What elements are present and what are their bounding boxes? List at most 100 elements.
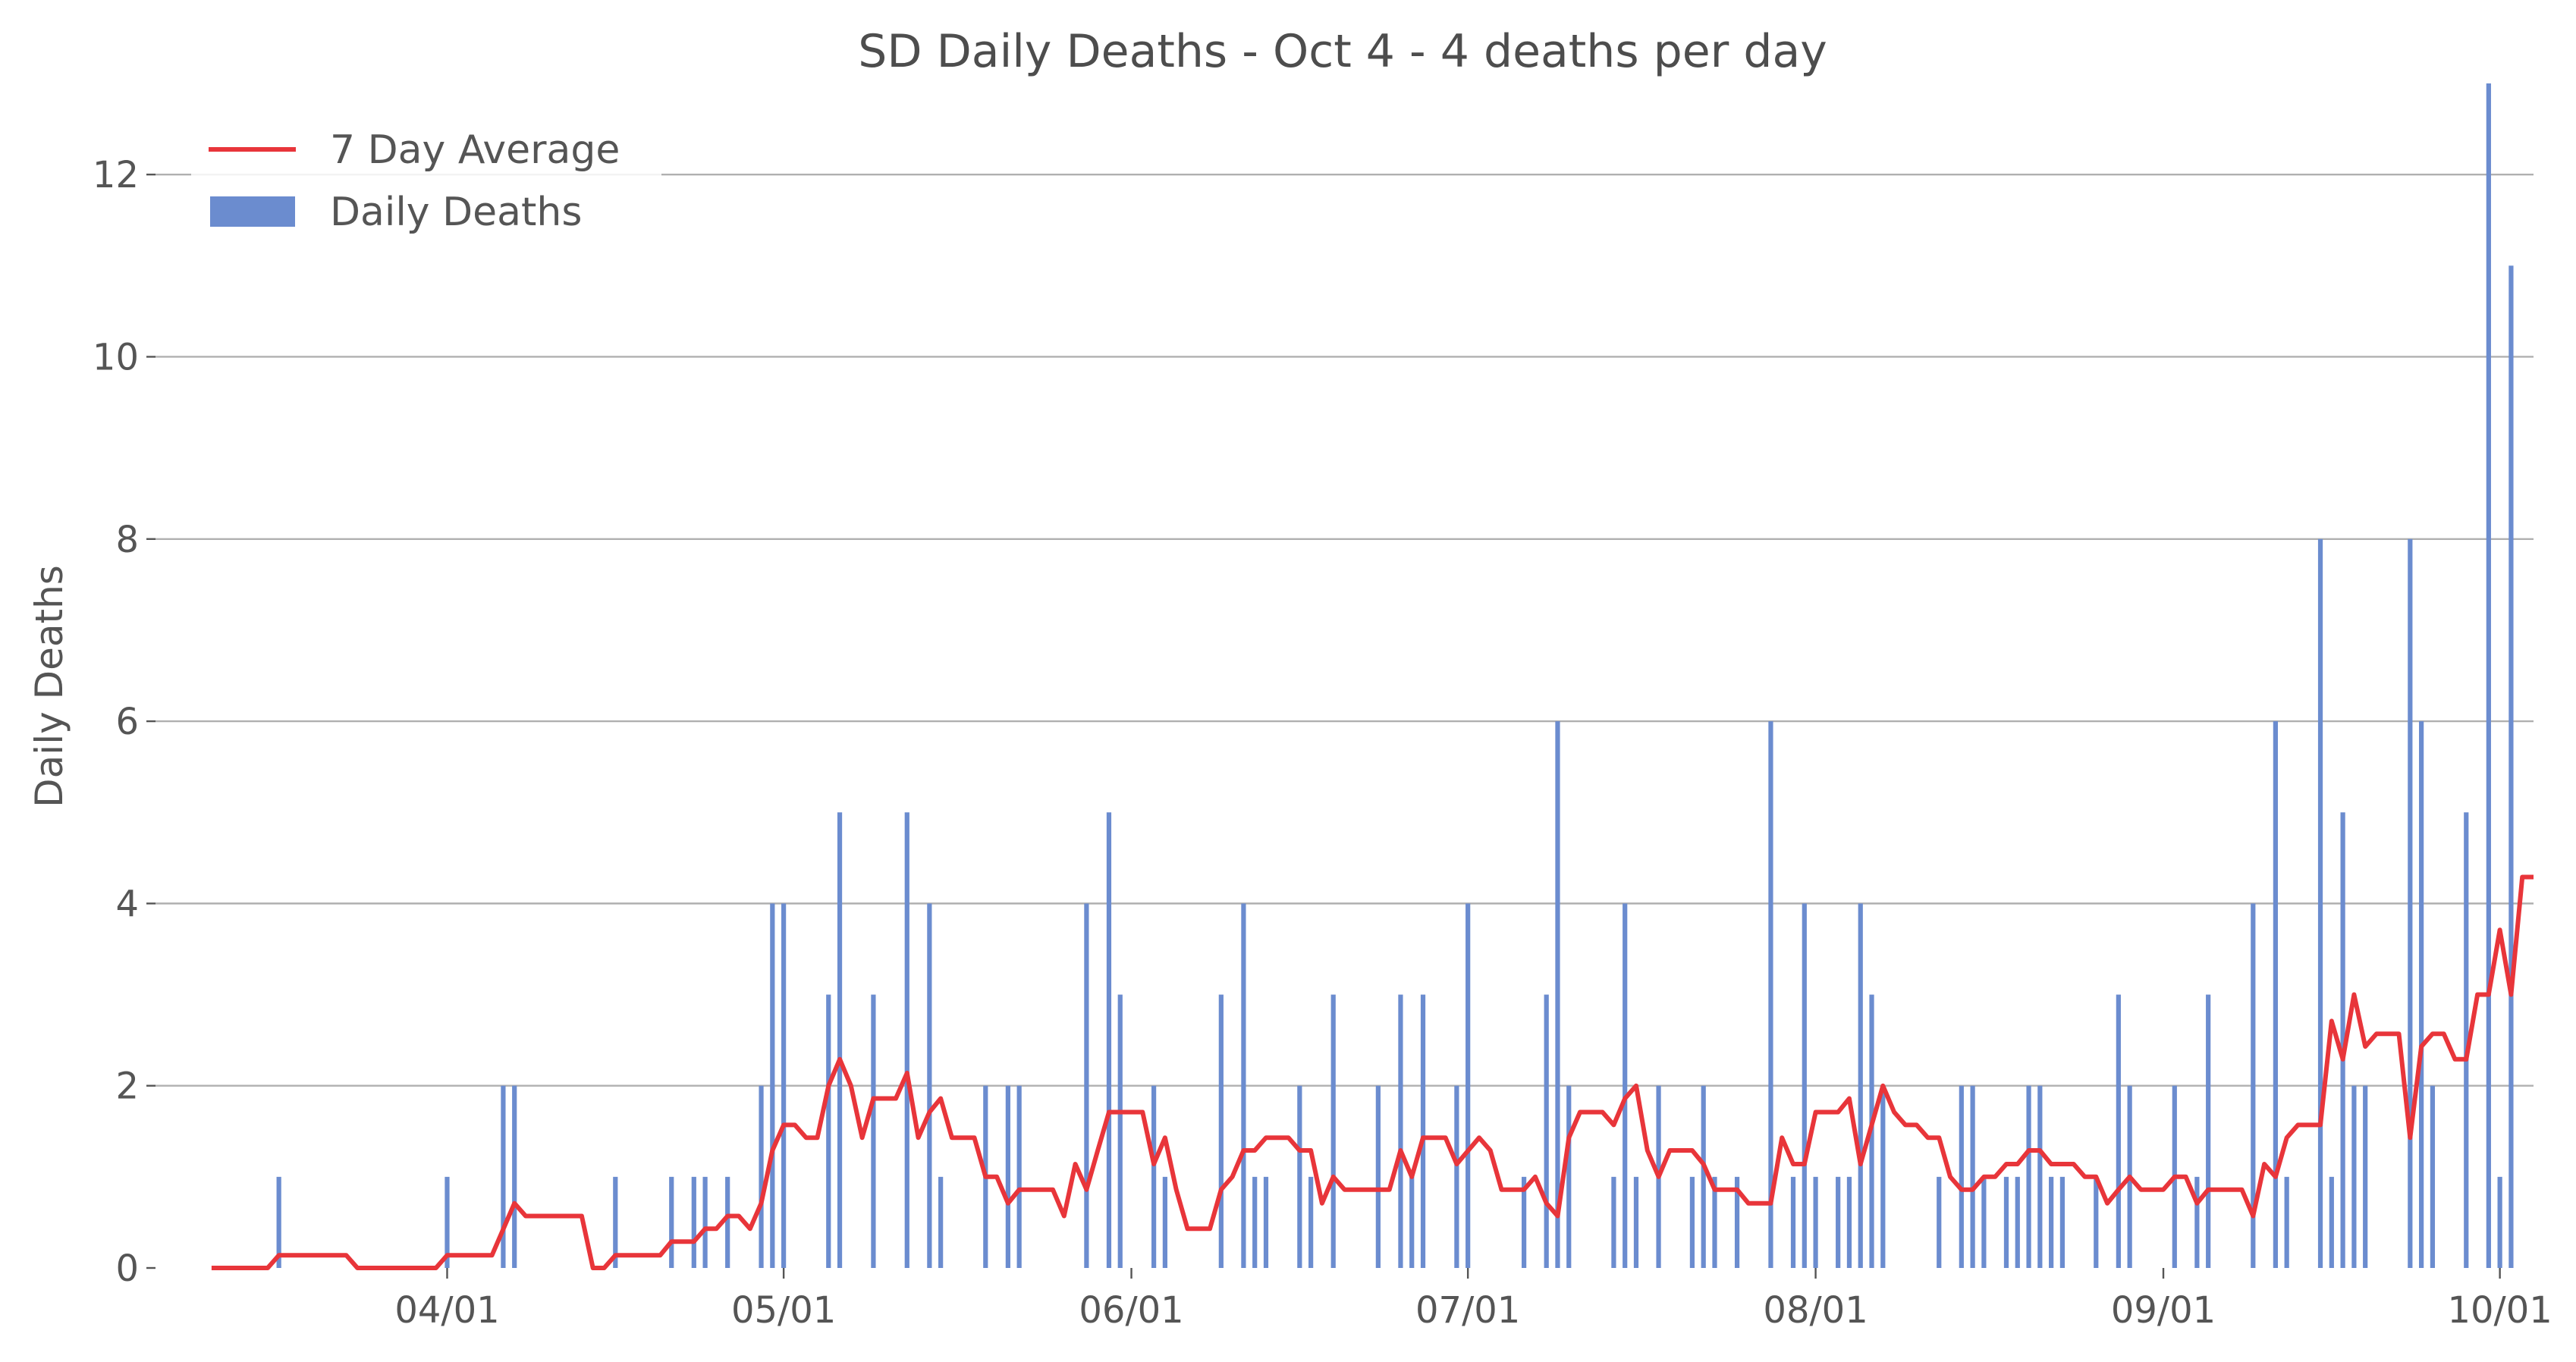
bar (445, 1176, 450, 1268)
y-tick-label: 2 (115, 1065, 139, 1108)
chart-title: SD Daily Deaths - Oct 4 - 4 deaths per d… (858, 25, 1827, 78)
x-tick-label: 10/01 (2447, 1289, 2552, 1332)
bar (725, 1176, 730, 1268)
y-tick-label: 0 (115, 1247, 139, 1290)
bar (904, 812, 909, 1268)
bar (2430, 1085, 2436, 1268)
bar (1633, 1176, 1639, 1268)
bar (1623, 903, 1628, 1268)
bar (2049, 1176, 2054, 1268)
bar (2015, 1176, 2020, 1268)
bar (613, 1176, 618, 1268)
x-tick-label: 04/01 (394, 1289, 499, 1332)
bar (1813, 1176, 1818, 1268)
bar (691, 1176, 696, 1268)
bar (2273, 721, 2278, 1268)
bar (927, 903, 932, 1268)
x-tick-label: 07/01 (1415, 1289, 1520, 1332)
bar (1858, 903, 1863, 1268)
bar (1117, 994, 1123, 1268)
bar (938, 1176, 944, 1268)
legend-label-line: 7 Day Average (330, 127, 620, 173)
y-tick-label: 12 (93, 154, 139, 196)
bar (1016, 1085, 1022, 1268)
bar (1768, 721, 1773, 1268)
bar (2094, 1176, 2099, 1268)
bar (1970, 1085, 1975, 1268)
legend-label-bars: Daily Deaths (330, 190, 582, 235)
y-tick-label: 6 (115, 701, 139, 743)
bar (2317, 538, 2323, 1268)
bar (2363, 1085, 2368, 1268)
x-axis-ticks: 04/01 05/01 06/01 07/01 08/01 09/01 10/01 (394, 1268, 2552, 1332)
bar (2194, 1176, 2200, 1268)
bar (1297, 1085, 1302, 1268)
bar (1846, 1176, 1852, 1268)
bar (1712, 1176, 1717, 1268)
bar (2026, 1085, 2031, 1268)
legend-bar-swatch (210, 196, 295, 227)
bar (1398, 994, 1403, 1268)
bar (2497, 1176, 2502, 1268)
daily-deaths-bars (276, 83, 2514, 1269)
bar (1734, 1176, 1740, 1268)
bar (837, 812, 843, 1268)
x-tick-label: 05/01 (731, 1289, 836, 1332)
bar (276, 1176, 281, 1268)
bar (702, 1176, 708, 1268)
bar (1981, 1176, 1987, 1268)
bar (1106, 812, 1112, 1268)
x-tick-label: 06/01 (1079, 1289, 1183, 1332)
bar (1555, 721, 1560, 1268)
bar (2206, 994, 2211, 1268)
bar (1454, 1085, 1459, 1268)
y-axis-ticks: 0 2 4 6 8 10 12 (93, 154, 156, 1290)
bar (2251, 903, 2256, 1268)
bar (2059, 1176, 2066, 1268)
bar (781, 903, 787, 1268)
bar (2037, 1085, 2043, 1268)
bar (1521, 1176, 1527, 1268)
bar (1218, 994, 1224, 1268)
bar (1544, 994, 1549, 1268)
bar (2508, 265, 2514, 1269)
grid-lines (156, 173, 2534, 1087)
bar (1611, 1176, 1616, 1268)
bar (1465, 903, 1471, 1268)
seven-day-average-line (211, 874, 2534, 1270)
average-line (211, 874, 2534, 1270)
bar (2351, 1085, 2357, 1268)
bar (2408, 538, 2413, 1268)
bar (759, 1085, 764, 1268)
bar (1937, 1176, 1942, 1268)
bar (1151, 1085, 1157, 1268)
bar (1005, 1085, 1010, 1268)
x-tick-label: 09/01 (2111, 1289, 2216, 1332)
bar (1959, 1085, 1964, 1268)
bar (2419, 721, 2424, 1268)
bar (1836, 1176, 1841, 1268)
bar (501, 1085, 506, 1268)
bar (1375, 1085, 1381, 1268)
bar (2003, 1176, 2009, 1268)
bar (2116, 994, 2121, 1268)
bar (1330, 994, 1336, 1268)
bar (1084, 903, 1089, 1268)
bar (1566, 1085, 1572, 1268)
bar (770, 903, 775, 1268)
bar (512, 1085, 517, 1268)
bar (871, 994, 876, 1268)
bar (2486, 83, 2491, 1268)
bar (1880, 1085, 1886, 1268)
bar (826, 994, 831, 1268)
bar (1689, 1176, 1695, 1268)
bar (1420, 994, 1426, 1268)
y-tick-label: 4 (115, 883, 139, 925)
legend-background (191, 114, 661, 250)
bar (1162, 1176, 1168, 1268)
legend: 7 Day Average Daily Deaths (191, 114, 661, 250)
bar (2329, 1176, 2334, 1268)
bar (1263, 1176, 1269, 1268)
y-tick-label: 8 (115, 519, 139, 561)
